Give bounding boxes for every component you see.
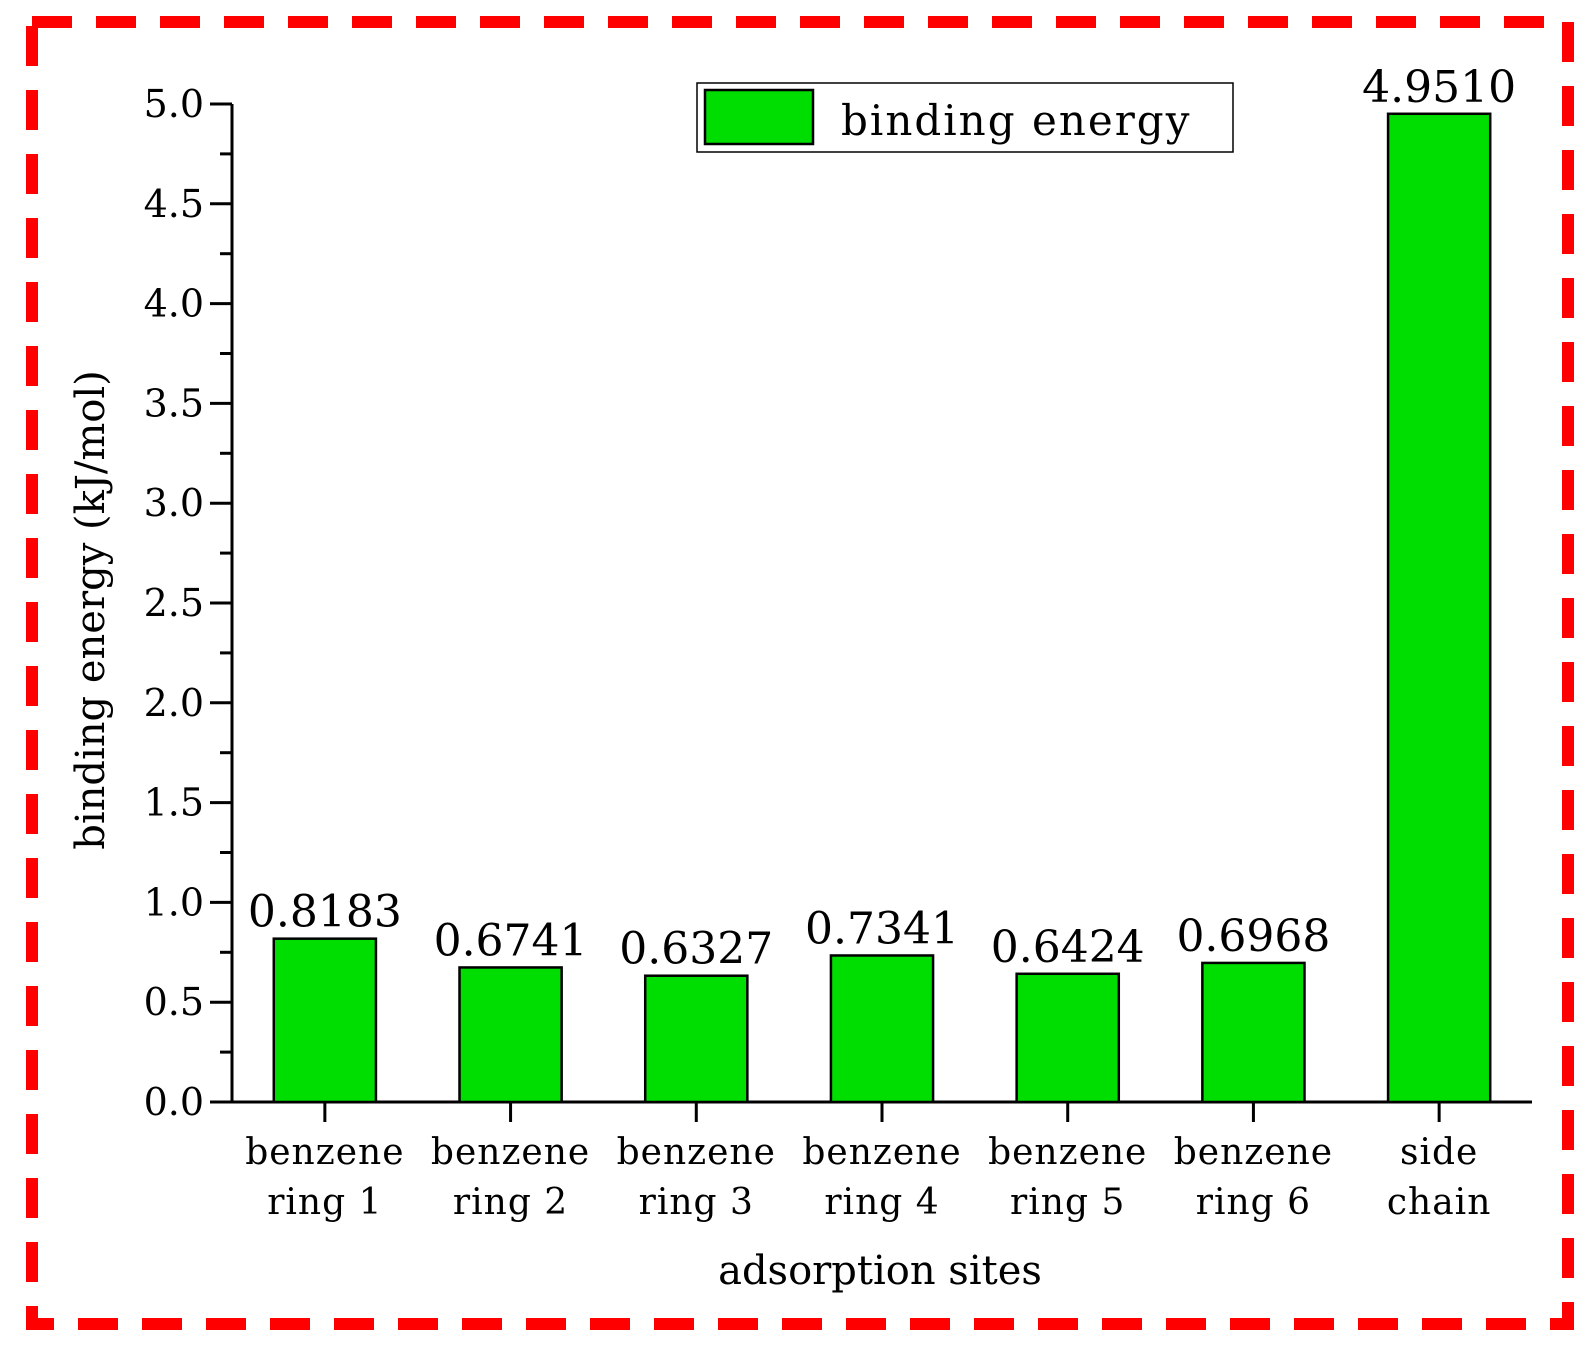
y-tick-label: 3.0	[144, 481, 204, 525]
legend-label: binding energy	[841, 96, 1191, 145]
x-tick-label: benzene	[245, 1132, 404, 1173]
bar	[1386, 112, 1492, 1104]
x-tick-label: benzene	[988, 1132, 1147, 1173]
bar-value-label: 4.9510	[1362, 62, 1516, 113]
y-tick-label: 2.5	[144, 581, 204, 625]
x-tick-label: ring 4	[824, 1182, 939, 1223]
x-tick-label: ring 2	[453, 1182, 568, 1223]
y-tick-label: 1.5	[144, 781, 204, 825]
x-tick-label: ring 5	[1010, 1182, 1125, 1223]
bar-value-label: 0.7341	[805, 903, 959, 954]
x-axis-title: adsorption sites	[718, 1248, 1042, 1294]
y-tick-label: 3.5	[144, 381, 204, 425]
bar	[458, 966, 563, 1104]
legend: binding energy	[696, 82, 1234, 153]
legend-swatch	[703, 88, 815, 146]
x-tick-label: chain	[1387, 1182, 1492, 1223]
y-tick-label: 0.5	[144, 980, 204, 1024]
bar-value-label: 0.6424	[991, 922, 1145, 973]
y-axis-title: binding energy (kJ/mol)	[68, 370, 114, 850]
x-tick-label: benzene	[1174, 1132, 1333, 1173]
x-tick-label: ring 1	[267, 1182, 382, 1223]
bar-value-label: 0.8183	[248, 887, 402, 938]
y-tick-label: 5.0	[144, 82, 204, 126]
bar	[1201, 961, 1306, 1104]
y-tick-label: 2.0	[144, 681, 204, 725]
bar	[272, 937, 378, 1104]
x-tick-label: benzene	[431, 1132, 590, 1173]
x-tick-label: ring 6	[1196, 1182, 1311, 1223]
y-tick-label: 0.0	[144, 1080, 204, 1124]
bar-value-label: 0.6968	[1176, 911, 1330, 962]
x-tick-label: ring 3	[639, 1182, 754, 1223]
bar-value-label: 0.6327	[619, 924, 773, 975]
x-tick-label: benzene	[802, 1132, 961, 1173]
y-tick-label: 4.5	[144, 182, 204, 226]
bar-value-label: 0.6741	[434, 915, 588, 966]
x-tick-label: side	[1400, 1132, 1478, 1173]
y-tick-label: 1.0	[144, 880, 204, 924]
bar	[829, 954, 935, 1104]
x-tick-label: benzene	[617, 1132, 776, 1173]
bar	[1015, 972, 1121, 1104]
dashed-frame	[26, 16, 1574, 1330]
y-tick-label: 4.0	[144, 282, 204, 326]
bar	[643, 974, 749, 1104]
plot-area: 0.0 0.5 1.0 1.5 2.0 2.5 3.0 3.5 4.0 4.5 5.0 0.8183 b…	[144, 62, 1532, 1223]
